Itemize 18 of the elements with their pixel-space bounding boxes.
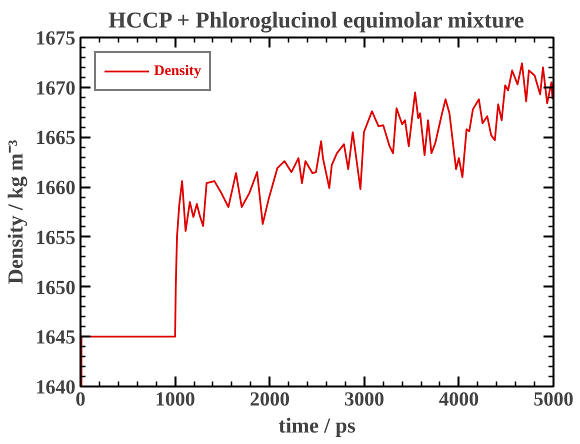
y-tick-label: 1655 xyxy=(36,226,76,249)
x-tick-label: 3000 xyxy=(344,388,384,410)
x-tick-label: 0 xyxy=(76,388,86,410)
x-tick-label: 5000 xyxy=(534,388,574,410)
legend-label: Density xyxy=(154,62,202,80)
y-tick-label: 1650 xyxy=(36,276,76,299)
x-axis-title: time / ps xyxy=(278,414,356,438)
x-tick-label: 4000 xyxy=(438,388,479,410)
x-tick-label: 1000 xyxy=(155,388,196,410)
y-axis-title: Density / kg m⁻³ xyxy=(4,140,28,284)
y-tick-label: 1660 xyxy=(36,177,76,200)
y-tick-label: 1675 xyxy=(36,28,76,50)
y-tick-label: 1640 xyxy=(36,376,76,398)
chart-title: HCCP + Phloroglucinol equimolar mixture xyxy=(108,8,524,32)
y-tick-label: 1665 xyxy=(36,127,76,150)
y-tick-label: 1645 xyxy=(36,326,76,349)
y-tick-label: 1670 xyxy=(36,77,76,100)
x-tick-label: 2000 xyxy=(250,388,290,410)
